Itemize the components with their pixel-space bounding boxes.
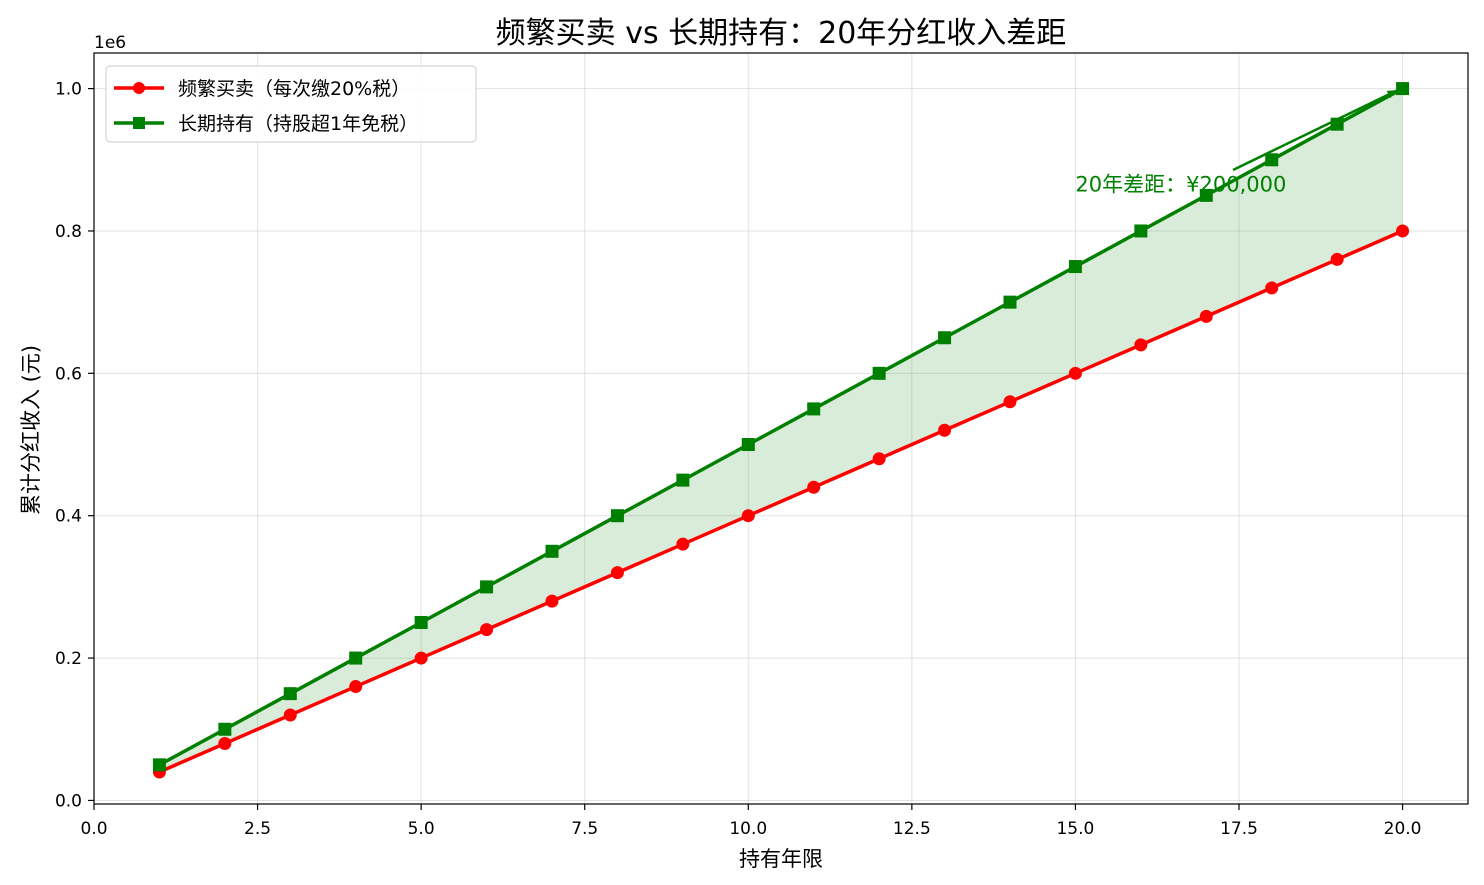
annotation-arrow bbox=[1232, 89, 1398, 172]
data-point bbox=[349, 680, 363, 694]
legend-marker-frequent-trading bbox=[133, 82, 145, 94]
data-point bbox=[480, 580, 494, 594]
annotation: 20年差距：¥200,000 bbox=[1075, 89, 1398, 196]
x-axis-label: 持有年限 bbox=[739, 847, 823, 871]
x-tick-label: 20.0 bbox=[1384, 819, 1422, 839]
data-point bbox=[283, 708, 297, 722]
legend-box bbox=[105, 65, 477, 143]
data-point bbox=[414, 651, 428, 665]
data-point bbox=[545, 544, 559, 558]
y-tick-label: 0.8 bbox=[55, 222, 82, 242]
x-tick-label: 12.5 bbox=[893, 819, 931, 839]
x-tick-label: 10.0 bbox=[729, 819, 767, 839]
series-0 bbox=[152, 224, 1410, 779]
data-point bbox=[938, 423, 952, 437]
data-point bbox=[414, 615, 428, 629]
chart-title: 频繁买卖 vs 长期持有：20年分红收入差距 bbox=[496, 16, 1067, 51]
legend-marker-long-term-holding bbox=[133, 117, 145, 129]
data-point bbox=[807, 402, 821, 416]
data-point bbox=[218, 736, 232, 750]
data-point bbox=[1199, 188, 1213, 202]
series-line bbox=[158, 87, 1404, 767]
y-tick-label: 0.6 bbox=[55, 364, 82, 384]
y-tick-label: 0.4 bbox=[55, 507, 82, 527]
data-point bbox=[545, 594, 559, 608]
data-point bbox=[1265, 281, 1279, 295]
y-offset-text: 1e6 bbox=[94, 33, 126, 53]
y-tick-label: 0.2 bbox=[55, 649, 82, 669]
data-point bbox=[610, 509, 624, 523]
data-point bbox=[938, 331, 952, 345]
series-layer bbox=[152, 82, 1410, 779]
y-tick-label: 0.0 bbox=[55, 791, 82, 811]
data-point bbox=[1134, 224, 1148, 238]
data-point bbox=[741, 438, 755, 452]
x-axis-ticks: 0.0 2.5 5.0 7.5 10.0 12.5 15.0 17.5 20.0 bbox=[80, 804, 1422, 839]
series-line bbox=[158, 229, 1404, 774]
plot-frame bbox=[93, 52, 1469, 805]
x-tick-label: 15.0 bbox=[1056, 819, 1094, 839]
data-point bbox=[1330, 252, 1344, 266]
data-point bbox=[872, 366, 886, 380]
data-point bbox=[1199, 309, 1213, 323]
y-axis-label: 累计分红收入 (元) bbox=[19, 345, 43, 515]
data-point bbox=[480, 623, 494, 637]
data-point bbox=[283, 687, 297, 701]
data-point bbox=[349, 651, 363, 665]
x-tick-label: 7.5 bbox=[571, 819, 598, 839]
data-point bbox=[676, 537, 690, 551]
data-point bbox=[152, 758, 166, 772]
legend: 频繁买卖（每次缴20%税） 长期持有（持股超1年免税） bbox=[105, 65, 477, 143]
y-axis-ticks: 0.0 0.2 0.4 0.6 0.8 1.0 bbox=[55, 80, 94, 811]
annotation-text: 20年差距：¥200,000 bbox=[1075, 172, 1286, 196]
series-1 bbox=[152, 82, 1410, 772]
data-point bbox=[1003, 395, 1017, 409]
data-point bbox=[1396, 224, 1410, 238]
data-point bbox=[1265, 153, 1279, 167]
data-point bbox=[218, 722, 232, 736]
legend-label-long-term-holding: 长期持有（持股超1年免税） bbox=[178, 113, 418, 135]
x-tick-label: 2.5 bbox=[244, 819, 271, 839]
y-tick-label: 1.0 bbox=[55, 80, 82, 100]
data-point bbox=[872, 452, 886, 466]
data-point bbox=[1003, 295, 1017, 309]
x-tick-label: 17.5 bbox=[1220, 819, 1258, 839]
data-point bbox=[1396, 82, 1410, 96]
data-point bbox=[1068, 366, 1082, 380]
x-tick-label: 5.0 bbox=[408, 819, 435, 839]
data-point bbox=[1068, 260, 1082, 274]
legend-label-frequent-trading: 频繁买卖（每次缴20%税） bbox=[178, 78, 410, 100]
data-point bbox=[741, 509, 755, 523]
data-point bbox=[610, 566, 624, 580]
x-tick-label: 0.0 bbox=[80, 819, 107, 839]
data-point bbox=[676, 473, 690, 487]
data-point bbox=[1134, 338, 1148, 352]
data-point bbox=[807, 480, 821, 494]
